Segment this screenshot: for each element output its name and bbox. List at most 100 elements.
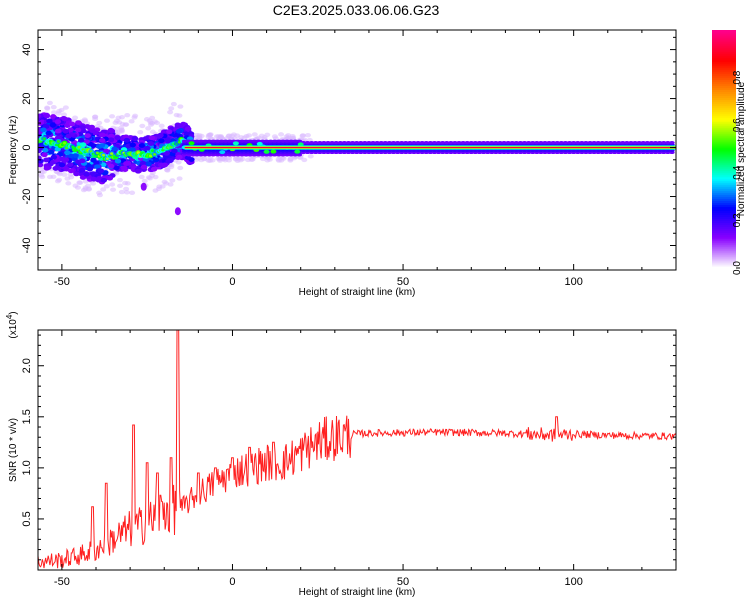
heatmap-cell: [158, 138, 165, 144]
heatmap-cell: [210, 139, 217, 143]
heatmap-cell: [194, 139, 200, 143]
x-tick-label: -50: [54, 276, 70, 288]
heatmap-cell: [99, 138, 106, 143]
heatmap-cell: [176, 123, 184, 129]
heatmap-halo: [44, 105, 51, 110]
colorbar-segment: [712, 109, 736, 112]
heatmap-halo: [259, 156, 266, 162]
heatmap-cell: [111, 146, 118, 152]
colorbar-segment: [712, 194, 736, 198]
heatmap-halo: [117, 183, 124, 189]
heatmap-cell: [284, 139, 290, 143]
heatmap-cell: [232, 141, 239, 146]
heatmap-halo: [137, 130, 144, 135]
heatmap-frame: [37, 29, 677, 271]
heatmap-cell: [370, 141, 376, 145]
heatmap-cell: [56, 140, 61, 143]
colorbar-segment: [712, 107, 736, 110]
colorbar-segment: [712, 101, 736, 104]
heatmap-cell: [226, 139, 233, 143]
heatmap-cell: [333, 141, 339, 145]
heatmap-halo: [62, 105, 69, 110]
heatmap-cell: [163, 151, 170, 156]
y-tick-label: 0.5: [21, 511, 33, 526]
colorbar-segment: [712, 246, 736, 249]
colorbar-segment: [712, 111, 736, 114]
heatmap-halo: [65, 181, 72, 186]
heatmap-ridge-core: [184, 146, 676, 149]
heatmap-cell: [243, 139, 249, 143]
heatmap-cell: [62, 128, 70, 134]
heatmap-cell: [513, 141, 520, 145]
y-tick-label: 0: [21, 144, 33, 150]
colorbar-segment: [712, 105, 736, 108]
heatmap-cell: [615, 141, 622, 145]
heatmap-halo: [307, 154, 314, 159]
heatmap-halo: [128, 119, 135, 124]
heatmap-halo: [138, 174, 145, 180]
colorbar-segment: [712, 154, 736, 158]
heatmap-cell: [54, 128, 62, 134]
heatmap-cell: [153, 153, 157, 156]
heatmap-halo: [168, 106, 175, 111]
heatmap-halo: [61, 112, 68, 117]
heatmap-cell: [574, 141, 581, 145]
colorbar-segment: [712, 152, 736, 156]
x-tick-label: 0: [229, 276, 235, 288]
heatmap-outlier: [140, 182, 147, 191]
heatmap-cell: [280, 139, 286, 143]
heatmap-cell: [665, 141, 671, 145]
colorbar-segment: [712, 182, 736, 186]
heatmap-cell: [595, 141, 602, 145]
heatmap-cell: [521, 141, 528, 145]
heatmap-halo: [145, 126, 152, 131]
heatmap-halo: [175, 160, 182, 165]
colorbar-segment: [712, 145, 736, 148]
heatmap-cell: [382, 141, 389, 145]
heatmap-cell: [583, 141, 589, 145]
heatmap-cell: [267, 139, 274, 143]
chart-title: C2E3.2025.033.06.06.G23: [272, 2, 440, 18]
y-scale-factor: (x104): [5, 311, 19, 338]
heatmap-cell: [77, 146, 81, 149]
heatmap-halo: [85, 183, 92, 189]
heatmap-cell: [90, 157, 97, 163]
colorbar-segment: [712, 244, 736, 247]
heatmap-cell: [77, 137, 85, 143]
heatmap-cell: [150, 166, 158, 172]
heatmap-cell: [270, 149, 277, 154]
heatmap-halo: [72, 183, 79, 188]
heatmap-halo: [159, 184, 166, 189]
heatmap-halo: [193, 157, 200, 162]
heatmap-cell: [73, 171, 80, 177]
colorbar-segment: [712, 63, 736, 67]
colorbar-segment: [712, 256, 736, 259]
heatmap-cell: [43, 112, 50, 118]
colorbar-segment: [712, 172, 736, 176]
heatmap-halo: [215, 134, 222, 139]
colorbar-segment: [712, 188, 736, 192]
heatmap-cell: [501, 141, 507, 145]
heatmap-cell: [176, 154, 183, 160]
heatmap-cell: [632, 141, 638, 145]
colorbar-segment: [712, 262, 736, 265]
heatmap-halo: [209, 158, 216, 163]
colorbar-segment: [712, 176, 736, 180]
heatmap-cell: [353, 141, 360, 145]
heatmap-cell: [181, 139, 188, 143]
heatmap-cell: [151, 149, 155, 152]
heatmap-cell: [263, 139, 270, 143]
colorbar-segment: [712, 131, 736, 134]
heatmap-cell: [218, 139, 225, 143]
heatmap-cell: [125, 160, 132, 166]
heatmap-cell: [435, 141, 442, 145]
heatmap-cell: [669, 141, 675, 145]
heatmap-cell: [148, 154, 153, 158]
heatmap-halo: [196, 133, 203, 138]
heatmap-cell: [390, 141, 397, 145]
heatmap-halo: [109, 114, 116, 119]
heatmap-halo: [217, 155, 224, 161]
x-tick-label: 0: [229, 576, 235, 588]
heatmap-cell: [558, 141, 565, 145]
heatmap-cell: [79, 158, 86, 164]
